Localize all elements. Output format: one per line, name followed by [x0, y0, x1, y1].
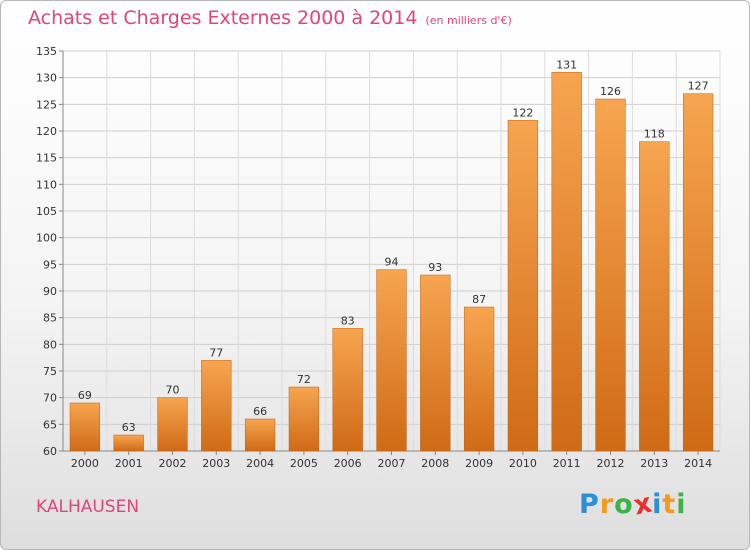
data-label-2008: 93 — [428, 261, 442, 274]
chart-subtitle: (en milliers d'€) — [425, 14, 512, 27]
data-label-2002: 70 — [166, 384, 180, 397]
data-label-2014: 127 — [688, 80, 709, 93]
x-tick-label-2007: 2007 — [378, 457, 406, 470]
bar-2003 — [201, 360, 232, 452]
bar-2008 — [420, 274, 451, 452]
y-tick-label: 130 — [36, 72, 57, 85]
logo-letter: i — [652, 489, 663, 520]
bar-2004 — [244, 418, 276, 452]
data-label-2005: 72 — [297, 373, 311, 386]
y-tick-label: 125 — [36, 98, 57, 111]
x-tick-label-2009: 2009 — [465, 457, 493, 470]
data-label-2013: 118 — [644, 128, 665, 141]
y-tick-label: 85 — [43, 312, 57, 325]
y-tick-label: 135 — [36, 45, 57, 58]
y-tick-label: 105 — [36, 205, 57, 218]
data-label-2003: 77 — [209, 346, 223, 359]
data-label-2001: 63 — [122, 421, 136, 434]
x-tick-label-2011: 2011 — [553, 457, 581, 470]
bar-2009 — [463, 306, 495, 452]
y-tick-label: 75 — [43, 365, 57, 378]
data-label-2007: 94 — [385, 256, 399, 269]
bar-2002 — [157, 397, 188, 452]
chart-title: Achats et Charges Externes 2000 à 2014 (e… — [28, 7, 512, 29]
data-label-2009: 87 — [472, 293, 486, 306]
x-tick-label-2012: 2012 — [597, 457, 625, 470]
bar-2001 — [113, 434, 144, 452]
y-tick-label: 80 — [43, 338, 57, 351]
y-tick-label: 95 — [43, 258, 57, 271]
y-tick-label: 115 — [36, 152, 57, 165]
bar-2011 — [551, 72, 582, 452]
x-tick-label-2014: 2014 — [684, 457, 712, 470]
bar-2005 — [288, 386, 320, 452]
bar-2012 — [595, 98, 626, 452]
commune-name: KALHAUSEN — [36, 497, 140, 517]
bars — [69, 72, 714, 452]
logo-letter: t — [662, 489, 677, 520]
x-tick-label-2000: 2000 — [71, 457, 99, 470]
x-tick-label-2004: 2004 — [246, 457, 274, 470]
data-label-2011: 131 — [556, 58, 577, 71]
y-tick-label: 100 — [36, 232, 57, 245]
data-label-2004: 66 — [253, 405, 267, 418]
x-tick-label-2005: 2005 — [290, 457, 318, 470]
labels: 69 63 70 77 66 72 83 94 93 87 122 131 126 118 127 — [78, 58, 709, 434]
bar-2000 — [69, 402, 101, 452]
x-tick-label-2006: 2006 — [334, 457, 362, 470]
y-tick-label: 120 — [36, 125, 57, 138]
logo-letter: r — [599, 489, 615, 520]
data-label-2012: 126 — [600, 85, 621, 98]
x-tick-label-2013: 2013 — [640, 457, 668, 470]
logo-letter: P — [579, 489, 600, 520]
bar-2010 — [507, 120, 539, 452]
x-tick-label-2001: 2001 — [115, 457, 143, 470]
bar-2006 — [332, 328, 363, 452]
bar-2013 — [639, 141, 670, 452]
y-tick-label: 70 — [43, 392, 57, 405]
data-label-2010: 122 — [512, 106, 533, 119]
y-tick-label: 90 — [43, 285, 57, 298]
proxiti-logo: Proxiti — [579, 487, 687, 521]
y-tick-label: 65 — [43, 418, 57, 431]
x-tick-label-2003: 2003 — [202, 457, 230, 470]
x-tick-label-2002: 2002 — [159, 457, 187, 470]
y-tick-label: 110 — [36, 178, 57, 191]
x-tick-label-2010: 2010 — [509, 457, 537, 470]
logo-letter: o — [614, 489, 634, 520]
data-label-2000: 69 — [78, 389, 92, 402]
chart-title-text: Achats et Charges Externes 2000 à 2014 — [28, 7, 418, 29]
y-tick-label: 60 — [43, 445, 57, 458]
bar-2007 — [376, 269, 407, 452]
logo-letter: i — [676, 489, 687, 520]
data-label-2006: 83 — [341, 314, 355, 327]
x-tick-label-2008: 2008 — [421, 457, 449, 470]
bar-2014 — [682, 93, 714, 452]
